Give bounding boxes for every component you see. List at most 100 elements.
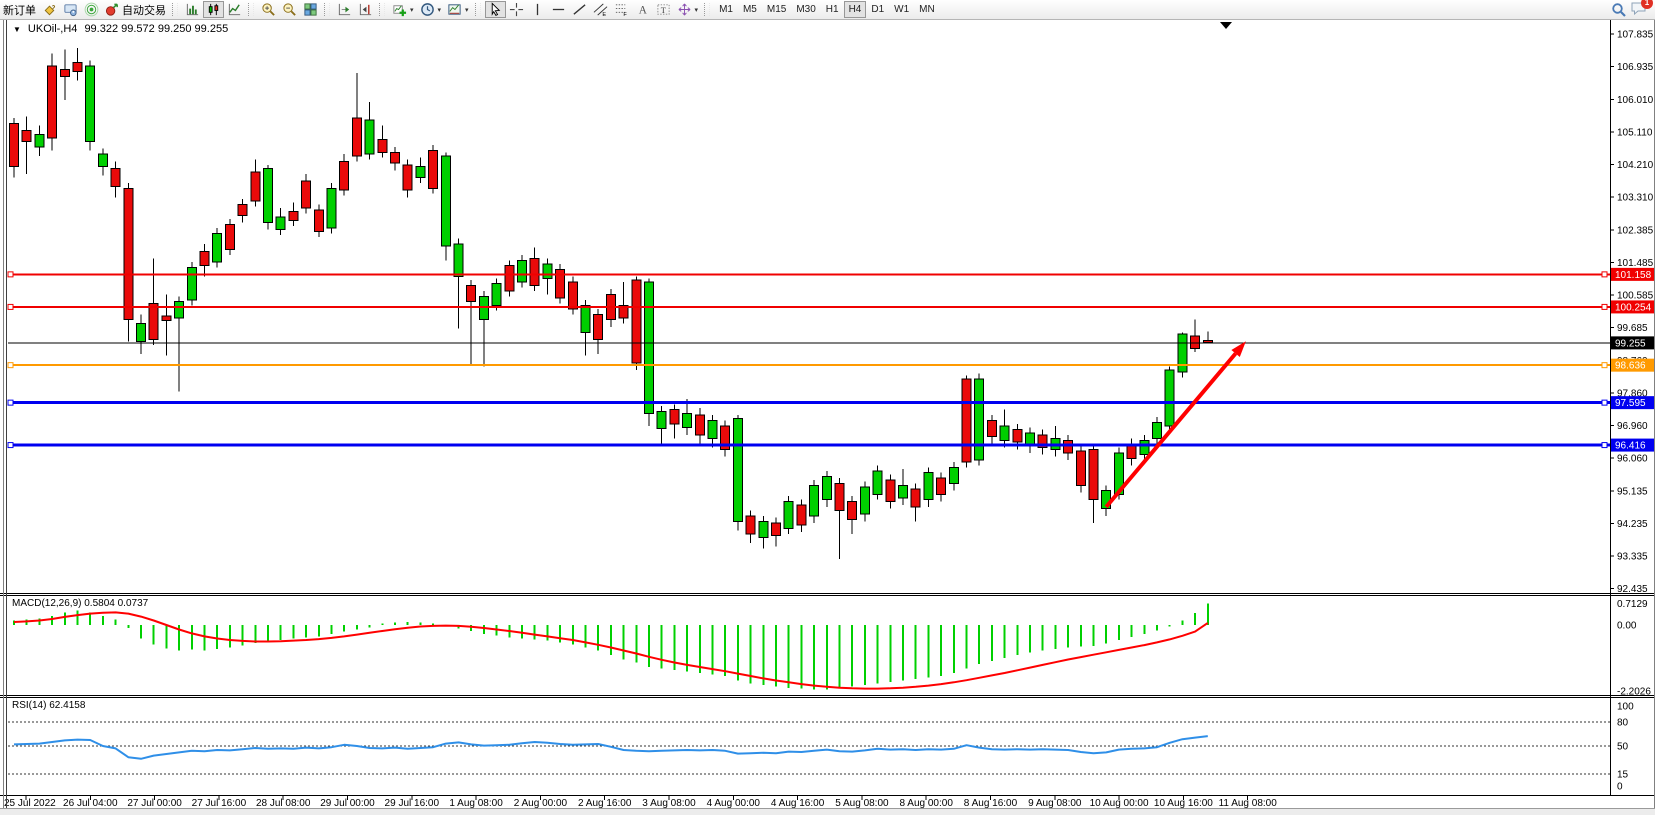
time-tick-label: 11 Aug 08:00 (1219, 798, 1278, 809)
level-handle (1601, 442, 1608, 449)
candle-body (999, 425, 1010, 441)
timeframe-button-W1[interactable]: W1 (889, 1, 914, 18)
equidistant-channel-button[interactable]: E (590, 1, 611, 18)
candle-body (34, 133, 45, 148)
candle-body (631, 279, 642, 364)
crosshair-icon (509, 2, 524, 17)
candle-body (1164, 369, 1175, 427)
axis-tick-label: 97.860 (1617, 389, 1648, 400)
toolbar-grip (704, 3, 711, 16)
new-order-button[interactable]: 新订单 (0, 1, 39, 18)
candle-body (656, 410, 667, 429)
bar-chart-button[interactable] (182, 1, 203, 18)
price-badge (1611, 267, 1654, 281)
timeframe-button-M15[interactable]: M15 (762, 1, 791, 18)
bucket-icon (42, 2, 57, 17)
axis-tick-label: 95.135 (1617, 487, 1648, 498)
axis-tick-label: 96.060 (1617, 453, 1648, 464)
candle-body (961, 378, 972, 463)
candle-body (936, 477, 947, 495)
chart-shift-button[interactable] (355, 1, 376, 18)
timeframe-button-H1[interactable]: H1 (821, 1, 844, 18)
vertical-line-button[interactable] (527, 1, 548, 18)
timeframe-button-M1[interactable]: M1 (714, 1, 738, 18)
candle-body (923, 472, 934, 501)
candle-body (339, 160, 350, 191)
axis-tick-label: 103.310 (1617, 192, 1654, 203)
metaeditor-button[interactable] (60, 1, 81, 18)
signals-button[interactable] (81, 1, 102, 18)
line-chart-button[interactable] (224, 1, 245, 18)
candle-body (491, 283, 502, 306)
autotrading-button[interactable]: 自动交易 (102, 1, 169, 18)
timeframe-button-MN[interactable]: MN (914, 1, 940, 18)
add-indicator-button[interactable]: ▾ (389, 1, 417, 18)
search-icon (1611, 2, 1627, 18)
level-handle (1601, 271, 1608, 278)
fibonacci-button[interactable]: F (611, 1, 632, 18)
arrows-button[interactable]: ▾ (674, 1, 702, 18)
auto-scroll-button[interactable] (334, 1, 355, 18)
candle-body (1088, 448, 1099, 501)
timeframe-button-H4[interactable]: H4 (843, 1, 867, 18)
metaeditor-icon (63, 2, 78, 17)
line-chart-icon (227, 2, 242, 17)
candle-body (136, 322, 146, 342)
time-tick-label: 9 Aug 08:00 (1028, 798, 1082, 809)
bucket-button[interactable] (39, 1, 60, 18)
candle-body (898, 484, 908, 499)
candle-body (9, 122, 19, 168)
templates-button[interactable]: ▾ (444, 1, 472, 18)
price-badge (1611, 396, 1654, 410)
candle-body (618, 304, 629, 319)
search-button[interactable] (1608, 1, 1630, 18)
zoom-in-button[interactable] (258, 1, 279, 18)
chart-shift-icon (358, 2, 373, 17)
chevron-down-icon: ▾ (410, 6, 414, 14)
candle-body (644, 281, 654, 414)
candle-body (263, 167, 273, 223)
candle-body (872, 470, 883, 495)
tile-windows-button[interactable] (300, 1, 321, 18)
candlestick-chart-button[interactable] (203, 1, 224, 18)
svg-text:T: T (660, 5, 665, 15)
candle-body (1075, 450, 1086, 486)
trendline-button[interactable] (569, 1, 590, 18)
candle-body (85, 65, 96, 142)
zoom-out-button[interactable] (279, 1, 300, 18)
symbol-period-label: UKOil-,H4 (27, 23, 78, 35)
candle-body (186, 266, 197, 301)
level-handle (7, 399, 14, 406)
candle-body (364, 119, 375, 155)
candle-body (224, 223, 235, 250)
crosshair-button[interactable] (506, 1, 527, 18)
timeframe-button-D1[interactable]: D1 (866, 1, 889, 18)
text-button[interactable]: A (632, 1, 653, 18)
time-tick-label: 4 Aug 00:00 (707, 798, 761, 809)
collapse-arrow-icon[interactable]: ▼ (13, 24, 21, 34)
timeframe-group: M1 M5 M15 M30 H1 H4 D1 W1 MN (714, 1, 940, 18)
macd-signal-line (13, 611, 1209, 690)
auto-scroll-icon (337, 2, 352, 17)
candle-body (834, 482, 845, 511)
axis-tick-label: 105.110 (1617, 128, 1653, 139)
candle-body (1152, 421, 1162, 439)
trend-arrow-shaft (1104, 352, 1238, 509)
horizontal-line-button[interactable] (548, 1, 569, 18)
text-label-icon: T (656, 2, 671, 17)
time-tick-label: 3 Aug 08:00 (642, 798, 696, 809)
svg-text:E: E (602, 12, 606, 17)
zoom-in-icon (261, 2, 276, 17)
timeframe-button-M30[interactable]: M30 (791, 1, 820, 18)
periods-clock-button[interactable]: ▾ (417, 1, 445, 18)
chat-button[interactable]: 1 (1630, 0, 1653, 19)
autotrading-icon (105, 2, 120, 17)
text-label-button[interactable]: T (653, 1, 674, 18)
candle-body (580, 304, 591, 333)
price-axis: 107.835 106.935 106.010 105.110 104.210 103.3… (4, 30, 1654, 809)
time-tick-label: 29 Jul 16:00 (385, 798, 440, 809)
cursor-button[interactable] (484, 1, 506, 18)
axis-tick-label: 100.585 (1617, 291, 1654, 302)
timeframe-button-M5[interactable]: M5 (738, 1, 762, 18)
